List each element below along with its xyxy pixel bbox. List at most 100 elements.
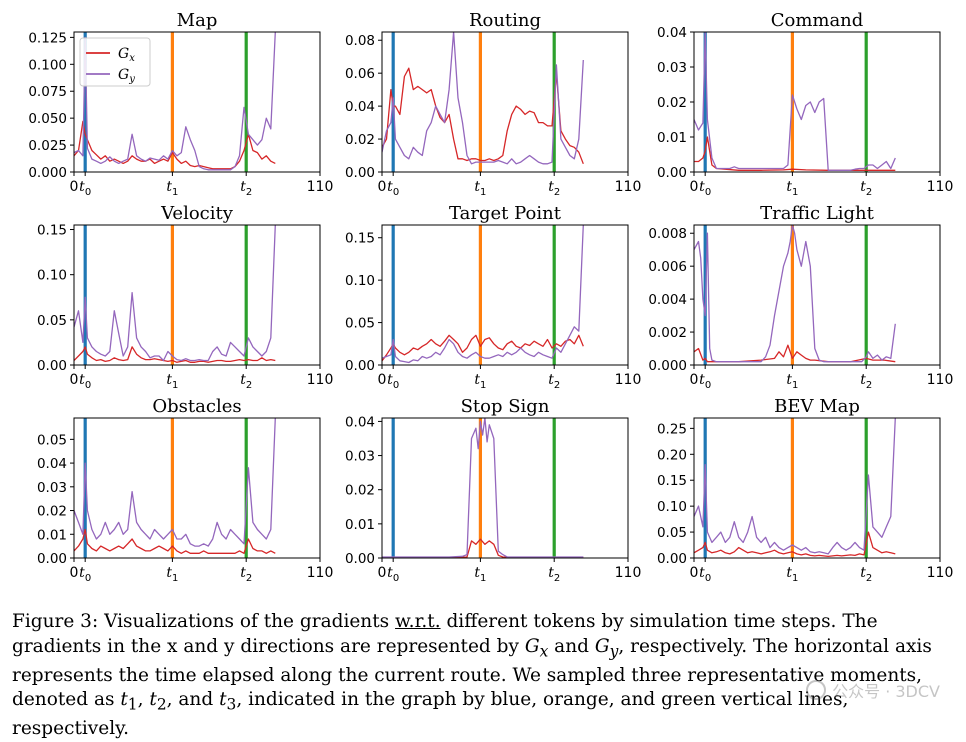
caption-comma: , <box>137 689 150 711</box>
y-tick-label: 0.075 <box>28 84 67 100</box>
legend-gy-label: Gy <box>118 67 135 85</box>
y-tick-label: 0.05 <box>345 316 375 332</box>
caption-t1: t <box>120 689 128 711</box>
x-tick-label: t1 <box>786 565 798 584</box>
x-tick-label: 110 <box>307 565 334 581</box>
y-tick-label: 0.15 <box>37 223 67 239</box>
x-tick-label: 110 <box>307 372 334 388</box>
x-tick-label: t0 <box>699 372 711 391</box>
x-tick-label: t0 <box>79 372 91 391</box>
series-gy-line <box>382 32 584 165</box>
plot-area <box>74 418 276 558</box>
x-tick-label: 0 <box>378 565 387 581</box>
y-tick-label: 0.20 <box>657 447 687 463</box>
x-tick-label: 110 <box>615 565 642 581</box>
y-tick-label: 0.006 <box>648 259 687 275</box>
y-tick-label: 0.100 <box>28 57 67 73</box>
series-gx-line <box>694 136 896 171</box>
y-tick-label: 0.04 <box>657 25 687 41</box>
series-gx-line <box>694 531 896 558</box>
axes-frame <box>693 417 941 559</box>
series-gy-line <box>74 225 276 362</box>
y-tick-label: 0.000 <box>648 358 687 374</box>
y-tick-label: 0.02 <box>345 483 375 499</box>
x-tick-label: t2 <box>548 179 560 198</box>
y-tick-label: 0.04 <box>345 99 375 115</box>
caption-t3: t <box>219 689 227 711</box>
plot-area <box>694 225 896 365</box>
series-gx-line <box>74 120 276 170</box>
y-tick-label: 0.03 <box>37 480 67 496</box>
series-gy-line <box>382 418 584 558</box>
x-tick-label: t2 <box>240 179 252 198</box>
plot-area <box>382 225 584 365</box>
caption-gy: G <box>594 635 610 657</box>
x-tick-label: 0 <box>378 179 387 195</box>
chart-target-point: Target Point 0.00 0.05 0.10 0.15 0 t0 t1 t2 110 <box>345 203 641 391</box>
x-tick-label: 110 <box>615 179 642 195</box>
caption-t3-sub: 3 <box>226 695 237 714</box>
series-gy-line <box>694 225 896 363</box>
y-tick-label: 0.00 <box>345 358 375 374</box>
x-tick-label: 110 <box>927 372 954 388</box>
series-gy-line <box>74 418 276 547</box>
x-tick-label: 110 <box>307 179 334 195</box>
x-tick-label: t0 <box>79 179 91 198</box>
plot-area <box>74 32 276 172</box>
plot-area <box>382 418 584 558</box>
chart-obstacles: Obstacles 0.00 0.01 0.02 0.03 0.04 0.05 0 t0 t1 t2… <box>37 396 333 584</box>
watermark-text: 公众号 · 3DCV <box>832 682 940 701</box>
caption-comma-and: , <box>166 689 173 711</box>
x-tick-label: 0 <box>70 565 79 581</box>
x-tick-label: t0 <box>387 179 399 198</box>
legend-gx-label: Gx <box>118 46 135 64</box>
chart-title: Velocity <box>160 203 234 224</box>
y-tick-label: 0.002 <box>648 325 687 341</box>
y-tick-label: 0.10 <box>345 273 375 289</box>
y-tick-label: 0.00 <box>37 551 67 567</box>
x-tick-label: 0 <box>70 372 79 388</box>
caption-gy-sub: y <box>609 642 619 661</box>
chart-bev-map: BEV Map 0.00 0.05 0.10 0.15 0.20 0.25 0 t0 t1 t2 11… <box>657 396 953 584</box>
y-tick-label: 0.025 <box>28 138 67 154</box>
axes-frame <box>73 417 321 559</box>
y-tick-label: 0.06 <box>345 66 375 82</box>
y-tick-label: 0.04 <box>345 414 375 430</box>
x-tick-label: t1 <box>166 179 178 198</box>
series-gy-line <box>694 418 896 555</box>
series-gy-line <box>74 32 276 171</box>
x-tick-label: t0 <box>699 565 711 584</box>
x-tick-label: t2 <box>240 372 252 391</box>
x-tick-label: t1 <box>786 372 798 391</box>
chart-stop-sign: Stop Sign 0.00 0.01 0.02 0.03 0.04 0 t0 t1 t2 110 <box>345 396 641 584</box>
figure-caption: Figure 3: Visualizations of the gradient… <box>12 610 957 742</box>
chart-title: Stop Sign <box>461 396 550 417</box>
y-tick-label: 0.01 <box>657 130 687 146</box>
y-tick-label: 0.00 <box>37 358 67 374</box>
series-gx-line <box>74 528 276 554</box>
x-tick-label: t1 <box>474 372 486 391</box>
x-tick-label: t2 <box>548 565 560 584</box>
y-tick-label: 0.02 <box>37 504 67 520</box>
caption-gx: G <box>524 635 540 657</box>
x-tick-label: t1 <box>786 179 798 198</box>
y-tick-label: 0.02 <box>345 132 375 148</box>
axes-frame <box>381 417 629 559</box>
x-tick-label: 0 <box>690 372 699 388</box>
caption-t1-sub: 1 <box>127 695 138 714</box>
y-tick-label: 0.004 <box>648 292 687 308</box>
y-tick-label: 0.01 <box>345 517 375 533</box>
axes-frame <box>693 224 941 366</box>
axes-frame <box>73 224 321 366</box>
x-tick-label: t1 <box>474 179 486 198</box>
series-gx-line <box>382 334 584 362</box>
y-tick-label: 0.008 <box>648 226 687 242</box>
x-tick-label: t2 <box>240 565 252 584</box>
wechat-logo-icon <box>806 680 827 700</box>
plot-area <box>382 32 584 172</box>
y-tick-label: 0.01 <box>37 527 67 543</box>
chart-title: Obstacles <box>152 396 241 417</box>
y-tick-label: 0.05 <box>37 313 67 329</box>
axes-frame <box>693 31 941 173</box>
y-tick-label: 0.25 <box>657 421 687 437</box>
